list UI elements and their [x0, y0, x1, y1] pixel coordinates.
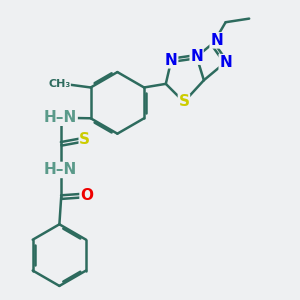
Text: N: N	[165, 53, 178, 68]
Text: N: N	[219, 55, 232, 70]
Text: S: S	[178, 94, 189, 110]
Text: O: O	[80, 188, 93, 203]
Text: S: S	[79, 132, 90, 147]
Text: N: N	[210, 33, 223, 48]
Text: H–N: H–N	[44, 110, 77, 125]
Text: N: N	[190, 49, 203, 64]
Text: H–N: H–N	[44, 162, 77, 177]
Text: CH₃: CH₃	[48, 79, 70, 89]
